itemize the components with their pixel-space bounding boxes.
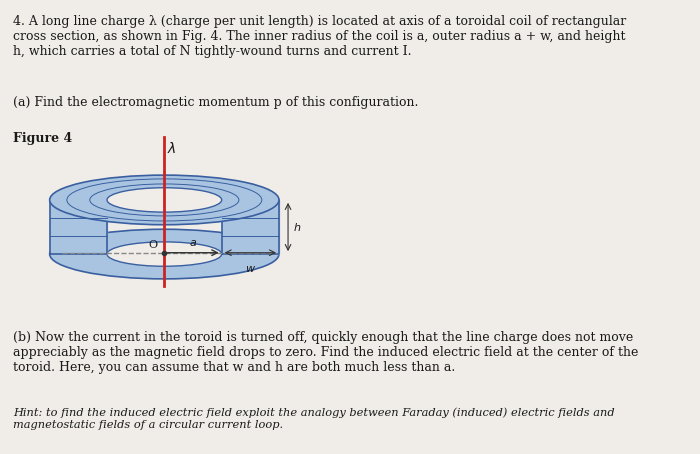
- Ellipse shape: [50, 229, 279, 279]
- Ellipse shape: [50, 175, 279, 225]
- Text: $\lambda$: $\lambda$: [167, 141, 176, 156]
- Text: (a) Find the electromagnetic momentum p of this configuration.: (a) Find the electromagnetic momentum p …: [13, 96, 419, 109]
- Polygon shape: [50, 200, 107, 254]
- Text: (b) Now the current in the toroid is turned off, quickly enough that the line ch: (b) Now the current in the toroid is tur…: [13, 331, 639, 374]
- Text: $a$: $a$: [189, 238, 197, 248]
- Text: Figure 4: Figure 4: [13, 132, 73, 145]
- Ellipse shape: [107, 242, 222, 266]
- Text: $w$: $w$: [245, 264, 256, 274]
- Text: O: O: [148, 241, 157, 251]
- Polygon shape: [222, 200, 279, 254]
- Text: Hint: to find the induced electric field exploit the analogy between Faraday (in: Hint: to find the induced electric field…: [13, 408, 615, 429]
- Text: $h$: $h$: [293, 221, 301, 233]
- Text: 4. A long line charge λ (charge per unit length) is located at axis of a toroida: 4. A long line charge λ (charge per unit…: [13, 15, 626, 58]
- Ellipse shape: [107, 188, 222, 212]
